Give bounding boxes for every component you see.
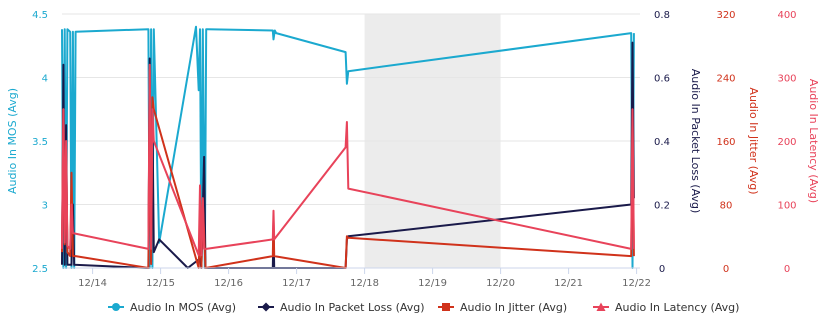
y-tick-label-mos: 4.5 (32, 10, 48, 21)
legend-item-0[interactable]: Audio In MOS (Avg) (108, 301, 236, 314)
y-tick-label-jitter: 320 (716, 10, 735, 21)
series-line-jitter[interactable] (61, 68, 635, 269)
legend-label: Audio In MOS (Avg) (130, 301, 236, 314)
legend-marker-diamond (261, 302, 271, 312)
y-tick-label-loss: 0.4 (654, 137, 670, 148)
legend-label: Audio In Latency (Avg) (615, 301, 739, 314)
x-tick-label: 12/22 (622, 278, 651, 289)
y-tick-label-loss: 0 (659, 264, 665, 275)
x-tick-label: 12/14 (78, 278, 107, 289)
y-tick-label-latency: 300 (777, 74, 796, 85)
y-tick-label-jitter: 160 (716, 137, 735, 148)
x-tick-label: 12/16 (214, 278, 243, 289)
y-tick-label-mos: 2.5 (32, 264, 48, 275)
y-tick-label-loss: 0.6 (654, 74, 670, 85)
legend-label: Audio In Packet Loss (Avg) (280, 301, 425, 314)
y-tick-label-mos: 4 (42, 74, 48, 85)
legend-marker-triangle (596, 302, 606, 311)
y-tick-label-jitter: 0 (723, 264, 729, 275)
x-tick-label: 12/21 (554, 278, 583, 289)
series-line-latency[interactable] (61, 63, 635, 257)
y-axis-title-mos: Audio In MOS (Avg) (6, 88, 19, 194)
x-tick-label: 12/20 (486, 278, 515, 289)
y-axis-title-loss: Audio In Packet Loss (Avg) (689, 69, 702, 214)
y-tick-label-loss: 0.2 (654, 201, 670, 212)
legend-marker-square (442, 303, 450, 311)
series-line-mos[interactable] (61, 25, 635, 269)
x-tick-label: 12/19 (418, 278, 447, 289)
legend-item-1[interactable]: Audio In Packet Loss (Avg) (258, 301, 425, 314)
y-tick-label-latency: 200 (777, 137, 796, 148)
legend-marker-circle (112, 303, 120, 311)
legend[interactable]: Audio In MOS (Avg) Audio In Packet Loss (… (108, 301, 739, 314)
y-tick-label-latency: 400 (777, 10, 796, 21)
x-tick-label: 12/18 (350, 278, 379, 289)
y-tick-label-mos: 3 (42, 201, 48, 212)
y-tick-label-jitter: 240 (716, 74, 735, 85)
legend-item-2[interactable]: Audio In Jitter (Avg) (438, 301, 567, 314)
axis-layer: 12/14 12/15 12/16 12/17 12/18 12/19 12/20 12/21… (6, 10, 819, 289)
y-tick-label-latency: 0 (784, 264, 790, 275)
y-axis-title-latency: Audio In Latency (Avg) (807, 79, 819, 203)
series-layer (61, 25, 635, 269)
y-tick-label-latency: 100 (777, 201, 796, 212)
legend-label: Audio In Jitter (Avg) (460, 301, 567, 314)
x-tick-label: 12/15 (146, 278, 175, 289)
y-axis-title-jitter: Audio In Jitter (Avg) (747, 87, 760, 194)
legend-item-3[interactable]: Audio In Latency (Avg) (593, 301, 739, 314)
x-tick-label: 12/17 (282, 278, 311, 289)
y-tick-label-loss: 0.8 (654, 10, 670, 21)
y-tick-label-jitter: 80 (720, 201, 733, 212)
y-tick-label-mos: 3.5 (32, 137, 48, 148)
